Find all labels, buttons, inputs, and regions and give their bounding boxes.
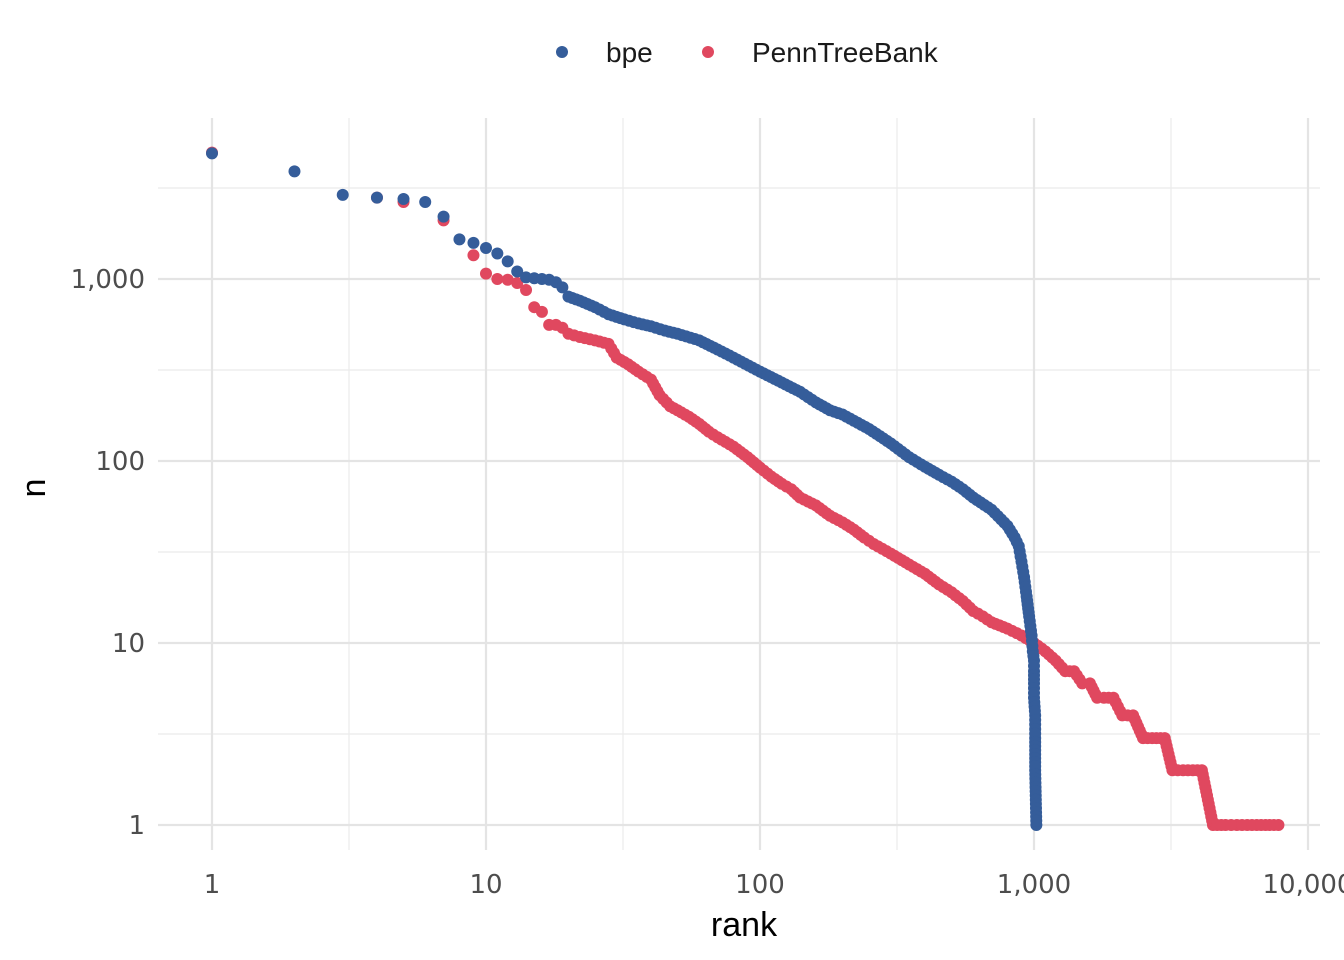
y-tick-label: 10 [112,629,145,659]
x-tick-label: 100 [735,870,785,900]
data-point [583,333,596,346]
data-point [370,191,383,204]
data-point [480,267,492,280]
y-tick-label: 100 [95,447,145,477]
data-point [437,210,450,223]
y-tick-label: 1 [128,811,145,841]
data-point [1026,640,1039,653]
data-point [511,265,524,278]
x-tick-label: 10,000 [1263,870,1344,900]
data-point [520,284,533,297]
data-point [1028,673,1040,686]
data-point [1027,649,1040,662]
x-tick-labels: 1 10 100 1,000 10,000 [204,870,1344,900]
data-point [1024,624,1037,637]
data-point [1010,627,1023,640]
y-axis-title: n [15,479,53,498]
legend-key [556,46,568,58]
legend-key [702,46,714,58]
legend-label: PennTreeBank [752,37,939,68]
data-point [535,305,548,318]
data-point [491,247,504,260]
data-point [862,534,875,547]
data-point [1089,688,1102,701]
data-point [556,281,569,294]
data-point [1236,819,1249,831]
data-point [1263,819,1276,831]
data-point [1028,705,1041,718]
data-point [1014,550,1027,563]
data-point [1073,673,1086,686]
data-point [1017,565,1030,578]
data-point [397,193,410,206]
data-point [336,188,349,201]
data-point [963,601,976,614]
series-penntreebank [206,146,1285,831]
data-point [419,195,432,208]
data-point [288,165,301,178]
data-point [206,147,218,160]
data-point [511,277,524,290]
legend-item-bpe: bpe [556,37,653,68]
data-point [1028,686,1040,699]
data-point [1272,819,1285,831]
data-point [1245,819,1258,831]
data-point [453,233,466,246]
data-point [467,249,480,262]
data-point [1255,819,1268,831]
data-point [480,242,492,255]
data-point [1215,819,1228,831]
data-point [1028,659,1040,672]
data-point [1019,585,1032,598]
data-point [971,607,984,620]
data-point [501,255,514,268]
data-point [467,236,480,249]
y-tick-label: 1,000 [71,265,145,295]
x-tick-label: 1,000 [997,870,1071,900]
legend-label: bpe [606,37,653,68]
data-point [1141,732,1154,745]
legend: bpe PennTreeBank [556,37,939,68]
y-tick-labels: 1 10 100 1,000 [71,265,145,841]
data-point [1029,727,1042,740]
data-point [568,329,581,342]
series-bpe [206,147,1043,831]
grid [158,118,1320,850]
legend-item-penntreebank: PennTreeBank [702,37,939,68]
data-point [1181,764,1194,777]
data-point [1171,764,1184,777]
data-point [1030,814,1043,827]
x-tick-label: 1 [204,870,221,900]
data-point [1022,606,1035,619]
data-point [501,273,514,286]
data-point [1010,535,1023,548]
data-points [206,146,1285,831]
data-point [1225,819,1238,831]
data-point [491,273,504,285]
x-tick-label: 10 [469,870,502,900]
x-axis-title: rank [711,906,778,944]
